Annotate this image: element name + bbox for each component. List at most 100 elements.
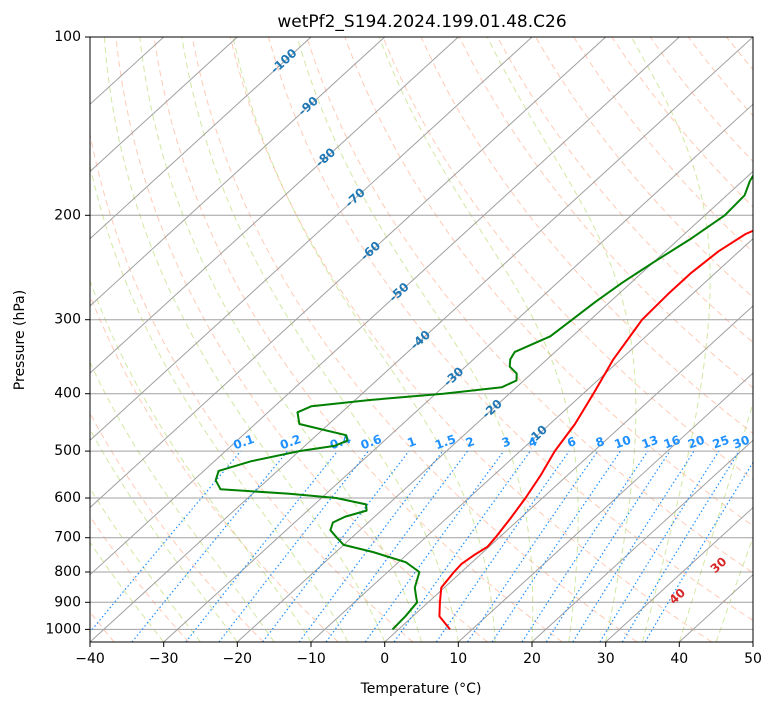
dry-adiabat-line bbox=[573, 37, 753, 253]
moist-adiabat-line bbox=[90, 428, 238, 642]
dry-adiabat-line bbox=[306, 37, 753, 574]
y-tick-label: 800 bbox=[54, 564, 81, 580]
moist-adiabat-line bbox=[232, 37, 496, 642]
x-tick-label: 50 bbox=[744, 651, 762, 667]
moist-adiabat-line bbox=[103, 37, 386, 642]
moist-adiabat-line bbox=[90, 163, 349, 642]
mixing-ratio-line bbox=[325, 450, 468, 642]
isotherm-line bbox=[90, 37, 533, 442]
y-tick-label: 200 bbox=[54, 207, 81, 223]
dry-adiabat-line bbox=[726, 37, 753, 71]
mixing-ratio-line bbox=[131, 450, 289, 642]
isotherm-line bbox=[605, 506, 753, 642]
dry-adiabat-line bbox=[649, 37, 753, 163]
isotherm-line bbox=[384, 305, 753, 642]
mixing-ratio-label: 1 bbox=[405, 434, 418, 450]
isotherm-line bbox=[163, 103, 753, 642]
dry-adiabat-line bbox=[153, 37, 563, 642]
x-tick-label: 40 bbox=[670, 651, 688, 667]
mixing-ratio-label: 0.1 bbox=[231, 432, 256, 452]
moist-adiabat-line bbox=[715, 535, 753, 642]
mixing-ratio-line bbox=[435, 450, 570, 642]
y-tick-label: 300 bbox=[54, 312, 81, 328]
mixing-ratio-label: 10 bbox=[612, 433, 632, 452]
plot-frame bbox=[89, 36, 754, 643]
dry-adiabat-line bbox=[90, 412, 264, 642]
moist-adiabat-line bbox=[378, 37, 579, 642]
temperature-line bbox=[438, 229, 753, 631]
x-axis-label: Temperature (°C) bbox=[360, 681, 482, 697]
isotherm-line bbox=[90, 37, 312, 240]
isotherm-line bbox=[90, 37, 238, 173]
y-tick-label: 1000 bbox=[45, 621, 81, 637]
mixing-ratio-label: 13 bbox=[640, 433, 660, 452]
moist-adiabat-line bbox=[486, 37, 637, 642]
dry-adiabat-line bbox=[268, 37, 753, 622]
moist-adiabat-line bbox=[90, 361, 275, 642]
mixing-ratio-label: 2 bbox=[464, 434, 477, 450]
mixing-ratio-lines bbox=[90, 450, 753, 642]
plot-area: -100-90-80-70-60-50-40-30-20-100.1 0.2 0.4… bbox=[90, 37, 772, 642]
moist-adiabat-line bbox=[90, 279, 312, 642]
mixing-ratio-label: 25 bbox=[711, 433, 731, 452]
mixing-ratio-label: 16 bbox=[662, 433, 682, 452]
y-tick-label: 700 bbox=[54, 530, 81, 546]
isotherm-line bbox=[90, 37, 607, 509]
mixing-ratio-label: 0.2 bbox=[278, 432, 303, 452]
dry-adiabat-line bbox=[382, 37, 753, 481]
profile-series bbox=[214, 173, 753, 631]
mixing-ratio-line bbox=[298, 450, 444, 642]
mixing-ratio-line bbox=[621, 450, 740, 642]
moist-adiabat-line bbox=[90, 541, 165, 642]
moist-adiabat-line bbox=[630, 37, 711, 642]
mixing-ratio-label: 8 bbox=[594, 434, 607, 450]
isotherm-line bbox=[531, 439, 753, 642]
mixing-ratio-label: 6 bbox=[565, 434, 578, 450]
isotherm-line bbox=[310, 237, 753, 642]
moist-adiabat-line bbox=[139, 37, 422, 642]
mixing-ratio-line bbox=[90, 450, 242, 633]
moist-adiabat-line bbox=[678, 401, 753, 642]
mixing-ratio-line bbox=[572, 450, 695, 642]
x-tick-label: −20 bbox=[223, 651, 253, 667]
x-tick-label: 20 bbox=[523, 651, 541, 667]
mixing-ratio-line bbox=[599, 450, 720, 642]
x-tick-label: 0 bbox=[380, 651, 389, 667]
moist-adiabat-line bbox=[90, 487, 201, 642]
y-tick-label: 600 bbox=[54, 490, 81, 506]
x-tick-label: −30 bbox=[149, 651, 179, 667]
isotherm-line bbox=[90, 37, 680, 576]
mixing-ratio-label: 0.4 bbox=[328, 432, 353, 452]
dry-adiabat-line bbox=[90, 515, 190, 642]
y-tick-label: 900 bbox=[54, 594, 81, 610]
dry-adiabat-line bbox=[687, 37, 753, 117]
dry-adiabat-line bbox=[611, 37, 753, 208]
isotherm-line bbox=[90, 37, 386, 307]
dry-adiabat-line bbox=[496, 37, 753, 344]
mixing-ratio-line bbox=[466, 450, 599, 642]
dewpoint-line bbox=[214, 173, 753, 631]
mixing-ratio-label: 3 bbox=[500, 434, 513, 450]
x-tick-label: −40 bbox=[75, 651, 105, 667]
mixing-ratio-line bbox=[393, 450, 531, 642]
x-tick-label: −10 bbox=[296, 651, 326, 667]
isotherm-lines bbox=[90, 37, 753, 642]
moist-adiabat-label: 40 bbox=[666, 585, 688, 607]
dry-adiabat-line bbox=[90, 131, 414, 642]
dry-adiabat-line bbox=[115, 37, 488, 642]
y-tick-label: 400 bbox=[54, 386, 81, 402]
mixing-ratio-line bbox=[364, 450, 505, 642]
y-axis-label: Pressure (hPa) bbox=[12, 290, 28, 390]
mixing-ratio-label: 0.6 bbox=[359, 432, 384, 452]
mixing-ratio-line bbox=[185, 450, 339, 642]
isotherm-line bbox=[90, 37, 459, 374]
x-tick-label: 30 bbox=[597, 651, 615, 667]
isotherm-line bbox=[752, 641, 753, 642]
mixing-ratio-line bbox=[218, 450, 369, 642]
mixing-ratio-line bbox=[521, 450, 649, 642]
moist-adiabat-line bbox=[181, 37, 459, 642]
mixing-ratio-label: 20 bbox=[686, 433, 706, 452]
mixing-ratio-label: 36 bbox=[752, 433, 772, 452]
mixing-ratio-label: 1.5 bbox=[433, 432, 458, 452]
